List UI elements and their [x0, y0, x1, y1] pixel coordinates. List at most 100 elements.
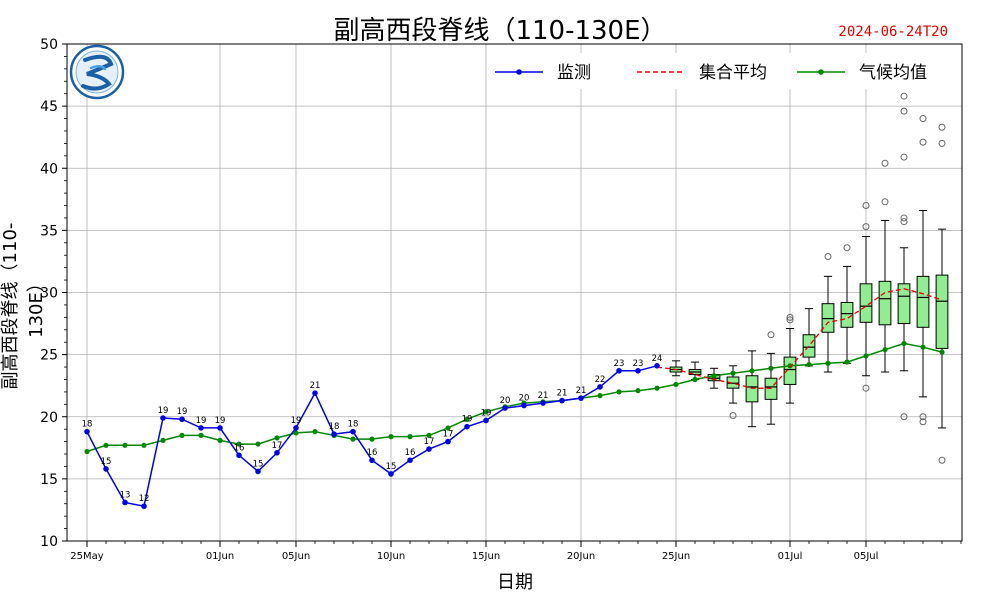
observed-data-label: 24 [652, 354, 663, 364]
x-tick-label: 25May [70, 551, 103, 562]
box-outlier [881, 198, 889, 206]
climatology-point [730, 370, 736, 376]
y-tick-label: 50 [40, 37, 58, 53]
cma-logo-icon [69, 44, 125, 100]
climatology-point [426, 432, 432, 438]
box-outlier [862, 223, 870, 231]
observed-point [426, 446, 432, 452]
box-outlier [938, 456, 946, 464]
climatology-point [901, 340, 907, 347]
observed-data-label: 23 [633, 359, 644, 369]
observed-data-label: 23 [614, 359, 625, 369]
observed-point [331, 431, 337, 437]
climatology-point [217, 437, 223, 443]
climatology-point [312, 429, 318, 435]
x-tick-label: 01Jul [778, 551, 803, 562]
climatology-point [844, 359, 850, 365]
observed-point [559, 397, 565, 404]
y-axis-label: 副高西段脊线（110-130E） [0, 222, 47, 390]
observed-point [350, 428, 356, 435]
observed-point [445, 438, 451, 445]
observed-point [103, 466, 109, 472]
observed-data-label: 16 [405, 448, 416, 458]
climatology-point [103, 442, 109, 448]
observed-data-label: 15 [386, 462, 397, 472]
climatology-point [483, 409, 489, 415]
y-tick-label: 45 [40, 99, 58, 115]
x-tick-label: 20Jun [567, 551, 595, 562]
box-outlier [729, 412, 737, 420]
climatology-point [654, 385, 660, 391]
observed-point [483, 417, 489, 424]
x-tick-label: 25Jun [662, 551, 690, 562]
observed-data-label: 18 [348, 420, 359, 430]
climatology-point [236, 441, 242, 447]
box-outlier [900, 214, 908, 222]
plot-frame [66, 43, 963, 542]
climatology-point [597, 393, 603, 399]
climatology-point [711, 373, 717, 379]
x-axis-label: 日期 [497, 572, 533, 593]
x-tick-label: 05Jun [282, 551, 310, 562]
y-tick-label: 30 [40, 286, 58, 302]
climatology-point [616, 389, 622, 395]
observed-point [198, 425, 204, 431]
legend-entry: 气候均值 [859, 63, 927, 83]
observed-point [255, 468, 261, 475]
box-outlier [919, 418, 927, 426]
observed-point [179, 416, 185, 423]
legend-swatch-marker [818, 69, 824, 75]
climatology-point [882, 347, 888, 353]
box-body [935, 274, 949, 349]
observed-point [635, 367, 641, 374]
observed-data-label: 16 [367, 448, 378, 458]
y-tick-label: 40 [40, 161, 58, 177]
climatology-point [293, 430, 299, 436]
climatology-point [825, 360, 831, 366]
box-outlier [862, 384, 870, 392]
box-outlier [938, 123, 946, 131]
observed-data-label: 19 [158, 406, 169, 416]
climatology-point [863, 353, 869, 359]
climatology-point [787, 363, 793, 369]
observed-data-label: 19 [196, 416, 207, 426]
climatology-point [806, 361, 812, 368]
climatology-point [160, 437, 166, 443]
climatology-point [768, 365, 774, 371]
box-outlier [919, 115, 927, 123]
climatology-point [255, 441, 261, 447]
box-outlier [900, 153, 908, 161]
box-body [783, 356, 797, 385]
climatology-point [141, 442, 147, 448]
box-outlier [786, 313, 794, 321]
observed-data-label: 22 [595, 375, 606, 385]
observed-point [388, 471, 394, 477]
observed-data-label: 16 [234, 443, 245, 453]
observed-point [84, 428, 90, 435]
observed-data-label: 17 [424, 437, 435, 447]
box-body [859, 283, 873, 323]
observed-point [464, 423, 470, 430]
climatology-point [635, 388, 641, 394]
observed-point [122, 499, 128, 506]
observed-point [578, 395, 584, 401]
box-body [878, 280, 892, 326]
observed-point [312, 390, 318, 396]
climatology-point [464, 416, 470, 422]
observed-data-label: 19 [291, 416, 302, 426]
observed-data-label: 21 [557, 389, 568, 399]
observed-data-label: 13 [120, 490, 131, 500]
climatology-point [122, 442, 128, 448]
observed-data-label: 15 [101, 457, 112, 467]
observed-data-label: 17 [272, 441, 283, 451]
chart-title: 副高西段脊线（110-130E） [333, 16, 667, 46]
observed-point [597, 384, 603, 390]
box-outlier [824, 252, 832, 260]
observed-point [217, 425, 223, 431]
y-tick-label: 20 [40, 410, 58, 426]
box-outlier [938, 139, 946, 147]
x-tick-label: 01Jun [206, 551, 234, 562]
observed-point [616, 367, 622, 374]
legend-entry: 集合平均 [699, 63, 767, 83]
